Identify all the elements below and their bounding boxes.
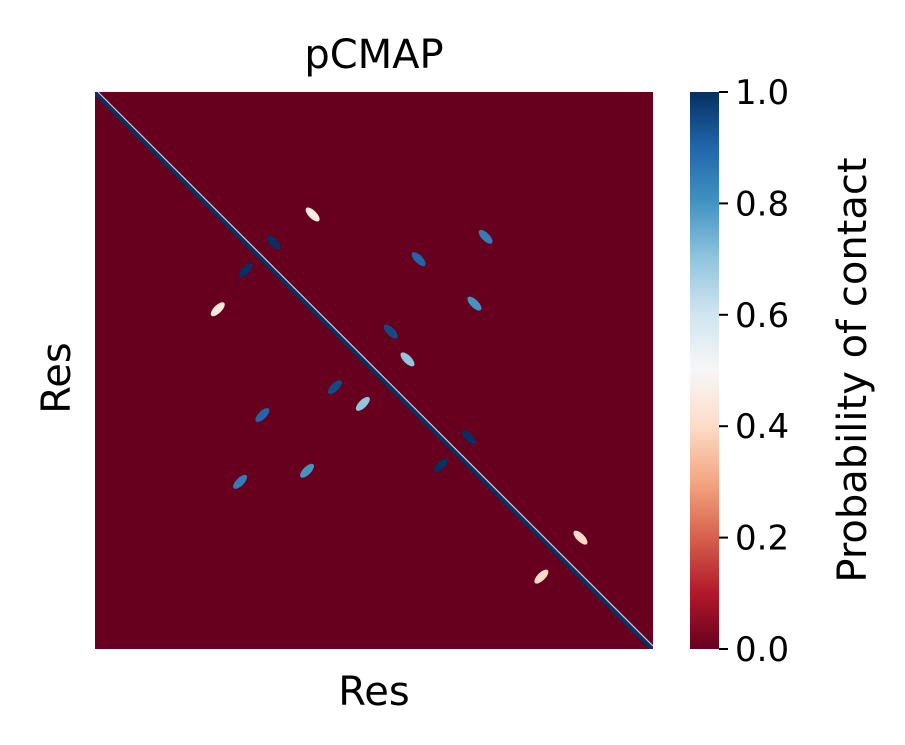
heatmap-diagonal-edge [97,92,653,647]
contact-cell [433,458,448,473]
colorbar: 0.0 0.2 0.4 0.6 0.8 1.0 Probability of contac… [690,73,876,670]
contact-cell [327,380,342,395]
contact-cell [355,396,370,411]
y-axis-label: Res [34,342,80,413]
x-axis-label: Res [338,669,409,715]
colorbar-gradient [690,92,719,649]
colorbar-label: Probability of contact [830,157,876,582]
contact-cell [383,324,398,339]
contact-cell [266,235,281,250]
heatmap-area [95,92,653,649]
heatmap-diagonal [95,92,653,649]
contact-cell [255,408,270,423]
contact-cell [233,474,248,489]
contact-cell [461,430,476,445]
contact-cell [305,207,320,222]
contact-cell [210,302,225,317]
contact-cell [411,252,426,267]
colorbar-tick-label: 0.8 [735,184,789,224]
colorbar-tick-label: 0.2 [735,519,789,559]
contact-cell [400,352,415,367]
colorbar-tick-label: 1.0 [735,73,789,113]
contact-cell [467,296,482,311]
colorbar-tick-label: 0.6 [735,296,789,336]
colorbar-tick-label: 0.4 [735,407,789,447]
contact-cell [478,229,493,244]
contact-cell [573,530,588,545]
colorbar-tick-label: 0.0 [735,630,789,670]
contact-cell [238,263,253,278]
contact-cell [534,569,549,584]
chart-title: pCMAP [304,32,443,78]
contact-cell [300,463,315,478]
